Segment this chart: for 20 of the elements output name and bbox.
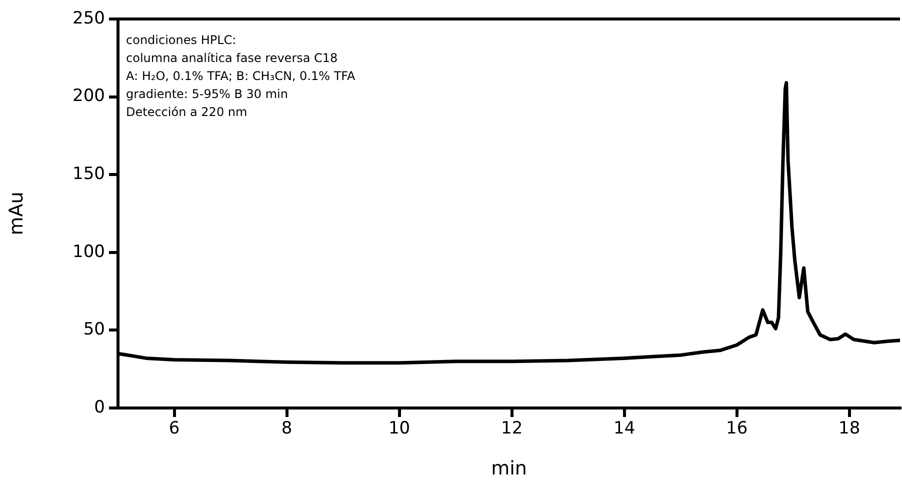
x-tick-label: 12 bbox=[500, 418, 523, 439]
y-tick-label: 100 bbox=[72, 242, 105, 262]
x-tick-label: 18 bbox=[838, 418, 860, 439]
y-tick-label: 0 bbox=[94, 397, 105, 418]
annotation: Detección a 220 nm bbox=[126, 105, 248, 120]
y-axis-title: mAu bbox=[5, 192, 28, 236]
x-tick-label: 14 bbox=[614, 418, 636, 439]
y-tick-label: 50 bbox=[83, 320, 105, 340]
annotation: gradiente: 5-95% B 30 min bbox=[126, 87, 288, 102]
x-tick-label: 6 bbox=[168, 418, 180, 439]
y-tick-label: 150 bbox=[72, 164, 105, 184]
x-axis-title: min bbox=[491, 458, 527, 480]
y-tick-label: 200 bbox=[72, 86, 105, 106]
y-tick-label: 250 bbox=[72, 8, 105, 28]
annotation: A: H₂O, 0.1% TFA; B: CH₃CN, 0.1% TFA bbox=[126, 69, 356, 84]
x-tick-label: 10 bbox=[388, 418, 410, 439]
x-tick-label: 8 bbox=[281, 418, 292, 439]
x-tick-label: 16 bbox=[726, 418, 748, 439]
annotation: condiciones HPLC: bbox=[126, 33, 236, 48]
annotation: columna analítica fase reversa C18 bbox=[126, 51, 338, 66]
